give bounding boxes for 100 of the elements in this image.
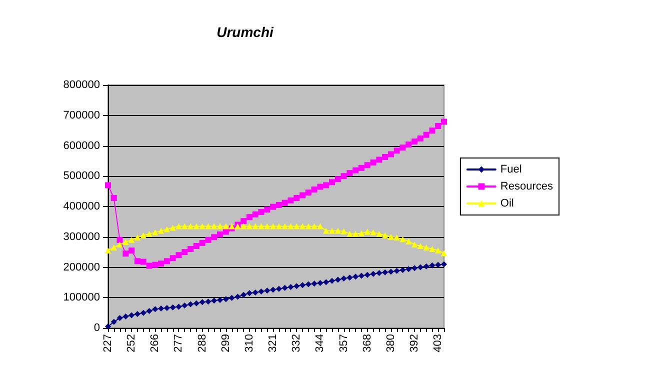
point bbox=[105, 182, 111, 188]
point bbox=[193, 223, 200, 230]
point bbox=[228, 294, 235, 301]
point bbox=[116, 236, 123, 243]
point bbox=[116, 314, 123, 321]
point bbox=[400, 266, 406, 273]
point bbox=[311, 280, 318, 287]
point bbox=[334, 228, 341, 234]
point bbox=[364, 272, 370, 278]
x-tick-label: 321 bbox=[267, 334, 280, 352]
point bbox=[264, 223, 270, 230]
point bbox=[305, 281, 312, 288]
point bbox=[252, 211, 258, 218]
point bbox=[417, 135, 424, 142]
point bbox=[152, 229, 158, 236]
point bbox=[176, 252, 182, 258]
point bbox=[288, 223, 294, 230]
point bbox=[158, 228, 164, 234]
point bbox=[340, 173, 347, 180]
point bbox=[222, 296, 229, 302]
legend-label: Fuel bbox=[500, 164, 522, 176]
point bbox=[364, 228, 370, 235]
point bbox=[105, 323, 111, 330]
x-tick-label: 403 bbox=[432, 334, 444, 352]
point bbox=[164, 304, 170, 311]
point bbox=[276, 202, 282, 208]
point bbox=[217, 231, 223, 238]
point bbox=[176, 304, 182, 310]
legend-label: Oil bbox=[500, 198, 514, 210]
point bbox=[176, 223, 182, 230]
point bbox=[323, 182, 330, 188]
point bbox=[116, 241, 123, 248]
point bbox=[282, 223, 288, 230]
point bbox=[199, 223, 206, 230]
point bbox=[400, 144, 406, 151]
x-tick-label: 392 bbox=[408, 334, 421, 352]
point bbox=[110, 318, 117, 325]
point bbox=[199, 240, 206, 246]
point bbox=[300, 282, 306, 288]
point bbox=[329, 278, 335, 284]
point bbox=[329, 228, 335, 234]
point bbox=[258, 208, 264, 215]
point bbox=[311, 186, 318, 192]
x-tick-label: 332 bbox=[290, 334, 303, 352]
point bbox=[388, 151, 394, 158]
point bbox=[305, 190, 312, 196]
point bbox=[288, 197, 294, 204]
x-tick-label: 368 bbox=[361, 334, 374, 352]
point bbox=[376, 270, 382, 276]
x-tick-label: 357 bbox=[338, 334, 350, 352]
point bbox=[352, 230, 359, 237]
x-tick-label: 277 bbox=[172, 334, 185, 352]
point bbox=[400, 236, 406, 242]
legend-label: Resources bbox=[500, 180, 554, 192]
point bbox=[205, 236, 212, 243]
point bbox=[222, 223, 229, 230]
point bbox=[211, 234, 218, 240]
y-tick-label: 100000 bbox=[63, 292, 100, 304]
point bbox=[188, 246, 194, 252]
point bbox=[164, 258, 170, 264]
point bbox=[134, 258, 140, 264]
point bbox=[105, 248, 111, 254]
point bbox=[182, 249, 188, 256]
point bbox=[300, 192, 306, 198]
point bbox=[346, 170, 353, 176]
point bbox=[323, 228, 330, 234]
point bbox=[258, 288, 264, 295]
y-tick-label: 300000 bbox=[63, 230, 100, 243]
point bbox=[128, 312, 135, 318]
point bbox=[352, 167, 359, 174]
point bbox=[370, 229, 376, 236]
point bbox=[110, 194, 117, 201]
point bbox=[276, 286, 282, 292]
point bbox=[146, 230, 152, 237]
point bbox=[252, 289, 258, 296]
point bbox=[276, 223, 282, 230]
point bbox=[352, 274, 359, 280]
point bbox=[423, 244, 430, 251]
point bbox=[300, 223, 306, 230]
point bbox=[305, 223, 312, 230]
point bbox=[282, 200, 288, 206]
point bbox=[158, 260, 164, 267]
point bbox=[394, 148, 400, 154]
point bbox=[282, 284, 288, 291]
x-tick-label: 227 bbox=[102, 334, 114, 352]
point bbox=[441, 250, 447, 256]
x-tick-label: 288 bbox=[196, 334, 208, 352]
chart-title: Urumchi bbox=[216, 24, 274, 40]
point bbox=[358, 164, 364, 171]
point bbox=[334, 176, 341, 182]
point bbox=[441, 261, 447, 268]
point bbox=[205, 298, 212, 305]
point bbox=[334, 276, 341, 283]
point bbox=[240, 292, 247, 298]
point bbox=[258, 223, 264, 230]
point bbox=[264, 206, 270, 213]
point bbox=[270, 286, 276, 293]
point bbox=[288, 284, 294, 290]
point bbox=[376, 230, 382, 237]
point bbox=[205, 223, 212, 230]
